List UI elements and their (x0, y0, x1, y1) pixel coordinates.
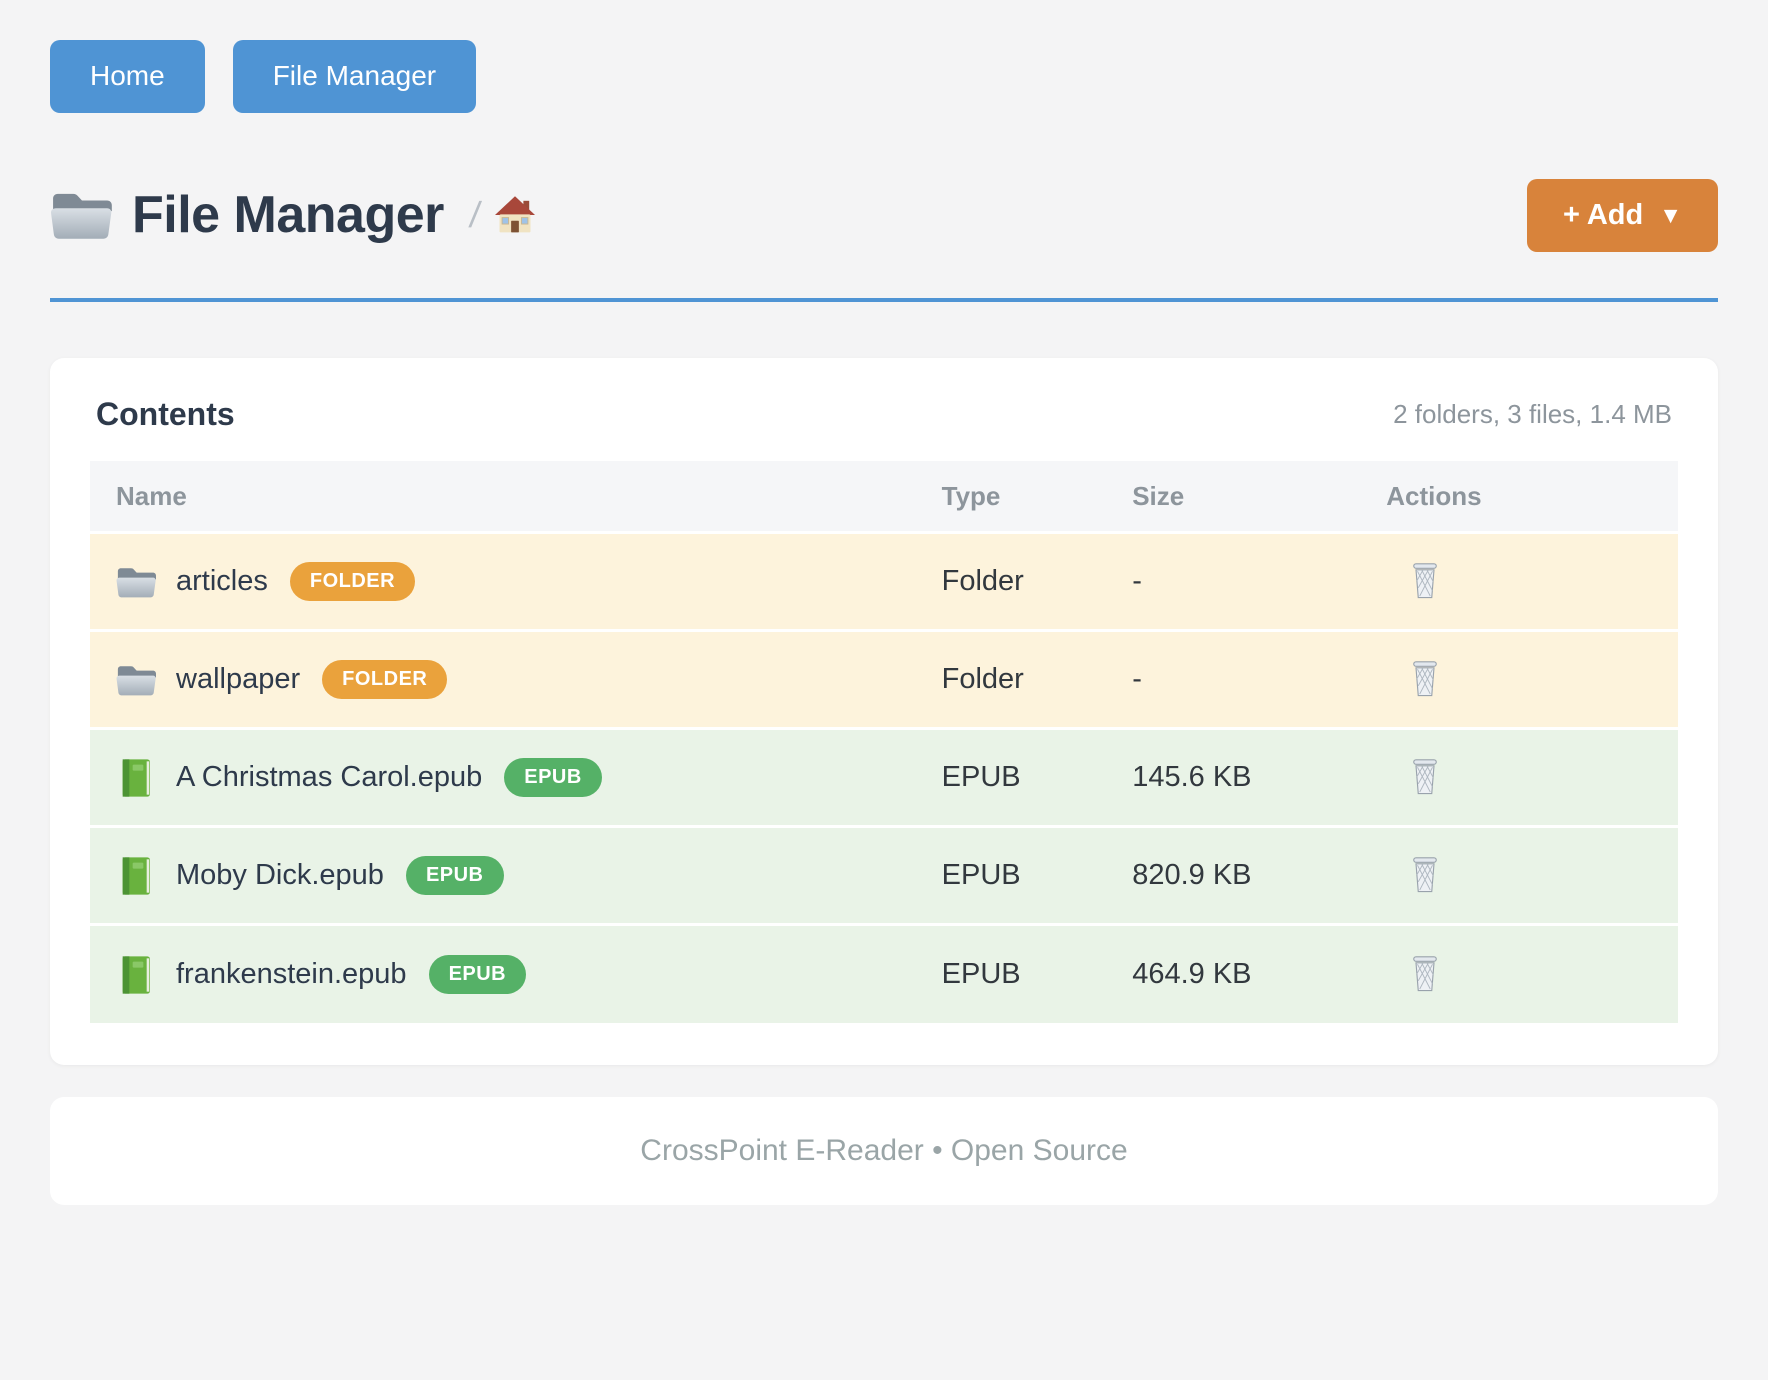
type-cell: Folder (931, 630, 1123, 729)
wastebasket-icon (1410, 955, 1440, 993)
wastebasket-icon (1410, 856, 1440, 894)
delete-button[interactable] (1404, 752, 1446, 802)
page-header: File Manager / + Add ▼ (50, 178, 1718, 252)
delete-button[interactable] (1404, 556, 1446, 606)
delete-button[interactable] (1404, 949, 1446, 999)
size-cell: 464.9 KB (1122, 924, 1377, 1023)
type-badge: FOLDER (289, 562, 416, 602)
name-cell: Moby Dick.epub EPUB (90, 826, 932, 925)
house-icon[interactable] (494, 195, 536, 235)
page: Home File Manager File Manager / + Add ▼… (50, 40, 1718, 1205)
name-cell: articles FOLDER (90, 532, 932, 631)
file-name: frankenstein.epub (176, 958, 407, 991)
size-cell: - (1122, 630, 1377, 729)
table-row-moby-dick[interactable]: Moby Dick.epub EPUB EPUB 820.9 KB (90, 826, 1678, 925)
table-header-row: Name Type Size Actions (90, 460, 1678, 533)
folder-icon (50, 189, 112, 241)
actions-cell (1376, 826, 1678, 925)
table-row-christmas-carol[interactable]: A Christmas Carol.epub EPUB EPUB 145.6 K… (90, 728, 1678, 827)
size-cell: - (1122, 532, 1377, 631)
column-header-size: Size (1122, 460, 1377, 533)
wastebasket-icon (1410, 660, 1440, 698)
column-header-name: Name (90, 460, 932, 533)
contents-summary: 2 folders, 3 files, 1.4 MB (1393, 398, 1672, 429)
name-cell: wallpaper FOLDER (90, 630, 932, 729)
footer: CrossPoint E-Reader • Open Source (50, 1096, 1718, 1205)
column-header-actions: Actions (1376, 460, 1678, 533)
table-row-frankenstein[interactable]: frankenstein.epub EPUB EPUB 464.9 KB (90, 924, 1678, 1023)
file-name: articles (176, 565, 268, 598)
contents-card-header: Contents 2 folders, 3 files, 1.4 MB (90, 396, 1678, 461)
name-cell: A Christmas Carol.epub EPUB (90, 728, 932, 827)
contents-card: Contents 2 folders, 3 files, 1.4 MB Name… (50, 357, 1718, 1065)
nav-button-file-manager[interactable]: File Manager (232, 40, 477, 113)
breadcrumb: / (467, 194, 536, 236)
file-name: Moby Dick.epub (176, 859, 384, 892)
add-button[interactable]: + Add ▼ (1526, 178, 1718, 252)
actions-cell (1376, 630, 1678, 729)
wastebasket-icon (1410, 758, 1440, 796)
footer-text: CrossPoint E-Reader • Open Source (640, 1133, 1128, 1167)
actions-cell (1376, 728, 1678, 827)
chevron-down-icon: ▼ (1659, 201, 1682, 228)
breadcrumb-separator: / (467, 194, 483, 236)
table-row-wallpaper[interactable]: wallpaper FOLDER Folder - (90, 630, 1678, 729)
actions-cell (1376, 924, 1678, 1023)
green-book-icon (119, 955, 153, 995)
green-book-icon (119, 758, 153, 798)
size-cell: 145.6 KB (1122, 728, 1377, 827)
green-book-icon (119, 856, 153, 896)
file-name: wallpaper (176, 663, 301, 696)
folder-icon (116, 563, 156, 601)
name-cell: frankenstein.epub EPUB (90, 924, 932, 1023)
type-cell: EPUB (931, 826, 1123, 925)
page-title: File Manager (132, 186, 444, 245)
title-divider (50, 297, 1718, 302)
contents-title: Contents (96, 395, 235, 432)
delete-button[interactable] (1404, 654, 1446, 704)
type-cell: EPUB (931, 924, 1123, 1023)
type-badge: FOLDER (322, 660, 448, 700)
add-button-label: + Add (1562, 198, 1644, 231)
actions-cell (1376, 532, 1678, 631)
type-badge: EPUB (428, 955, 527, 995)
nav-button-home[interactable]: Home (50, 40, 205, 113)
type-cell: EPUB (931, 728, 1123, 827)
type-cell: Folder (931, 532, 1123, 631)
file-name: A Christmas Carol.epub (176, 761, 483, 794)
delete-button[interactable] (1404, 850, 1446, 900)
title-group: File Manager / (50, 185, 536, 245)
type-badge: EPUB (405, 856, 504, 896)
size-cell: 820.9 KB (1122, 826, 1377, 925)
table-row-articles[interactable]: articles FOLDER Folder - (90, 532, 1678, 631)
top-nav: Home File Manager (50, 40, 1718, 113)
type-badge: EPUB (504, 758, 602, 798)
wastebasket-icon (1410, 562, 1440, 600)
files-table: Name Type Size Actions articles FOLDER (90, 460, 1678, 1023)
folder-icon (116, 661, 156, 699)
column-header-type: Type (931, 460, 1123, 533)
